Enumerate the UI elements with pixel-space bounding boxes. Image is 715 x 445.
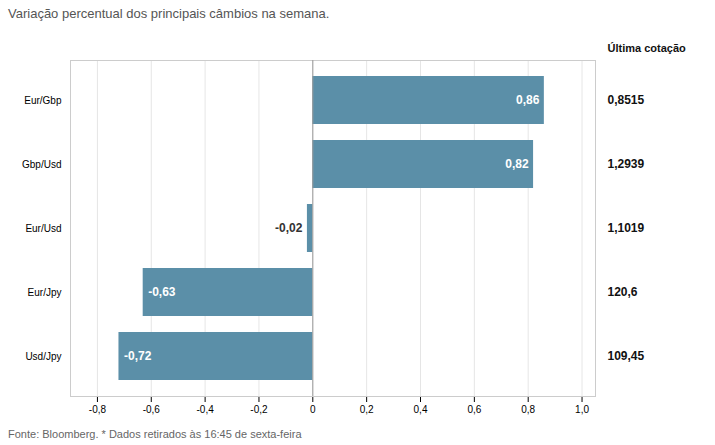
svg-text:1,2939: 1,2939 bbox=[608, 157, 645, 171]
svg-text:1,0: 1,0 bbox=[575, 404, 589, 415]
svg-text:-0,63: -0,63 bbox=[148, 285, 176, 299]
svg-text:Gbp/Usd: Gbp/Usd bbox=[22, 159, 61, 170]
svg-text:-0,2: -0,2 bbox=[250, 404, 268, 415]
svg-text:0,86: 0,86 bbox=[516, 93, 540, 107]
svg-text:-0,02: -0,02 bbox=[275, 221, 303, 235]
svg-text:0,4: 0,4 bbox=[414, 404, 428, 415]
svg-text:0: 0 bbox=[310, 404, 316, 415]
svg-text:0,82: 0,82 bbox=[505, 157, 529, 171]
svg-text:Usd/Jpy: Usd/Jpy bbox=[25, 351, 61, 362]
html-text:Fonte: Bloomberg. * Dados reti: Fonte: Bloomberg. * Dados retirados às 1… bbox=[8, 428, 302, 440]
svg-text:-0,6: -0,6 bbox=[143, 404, 161, 415]
svg-text:-0,72: -0,72 bbox=[124, 349, 152, 363]
svg-text:0,2: 0,2 bbox=[360, 404, 374, 415]
svg-text:109,45: 109,45 bbox=[608, 349, 645, 363]
svg-text:0,8: 0,8 bbox=[521, 404, 535, 415]
svg-text:120,6: 120,6 bbox=[608, 285, 638, 299]
svg-text:1,1019: 1,1019 bbox=[608, 221, 645, 235]
svg-text:0,8515: 0,8515 bbox=[608, 93, 645, 107]
svg-text:-0,4: -0,4 bbox=[196, 404, 214, 415]
svg-text:Última cotação: Última cotação bbox=[608, 42, 687, 54]
svg-text:Eur/Usd: Eur/Usd bbox=[25, 223, 61, 234]
svg-text:Eur/Gbp: Eur/Gbp bbox=[24, 95, 62, 106]
svg-text:Eur/Jpy: Eur/Jpy bbox=[28, 287, 62, 298]
svg-text:-0,8: -0,8 bbox=[89, 404, 107, 415]
html-text:Variação percentual dos princi: Variação percentual dos principais câmbi… bbox=[8, 6, 330, 21]
svg-text:0,6: 0,6 bbox=[467, 404, 481, 415]
